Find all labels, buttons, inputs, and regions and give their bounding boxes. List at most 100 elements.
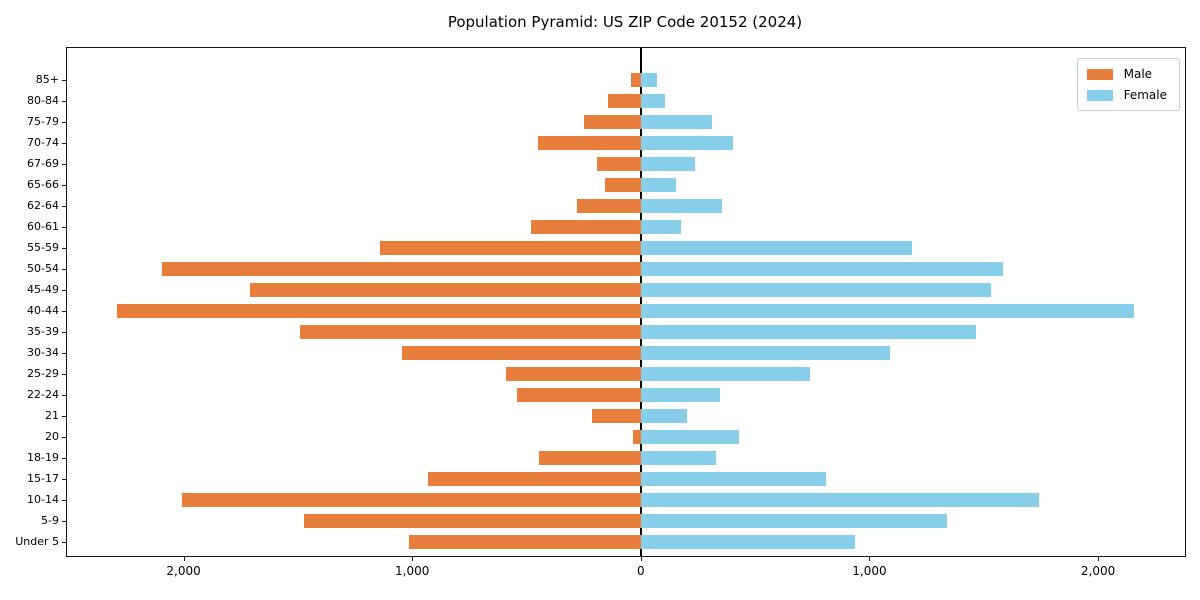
x-tick-label: 1,000 <box>395 564 430 578</box>
zero-center-line <box>639 48 642 556</box>
bar-female-60-61 <box>640 220 681 234</box>
bar-male-80-84 <box>607 94 641 108</box>
bar-female-15-17 <box>640 472 827 486</box>
y-axis-label: 55-59 <box>27 241 59 254</box>
bar-female-35-39 <box>640 325 976 339</box>
y-tick-mark <box>62 521 67 522</box>
legend-label-female: Female <box>1123 88 1167 102</box>
bar-male-21 <box>591 409 641 423</box>
x-tick-label: 2,000 <box>166 564 201 578</box>
bar-female-21 <box>640 409 687 423</box>
y-axis-label: 50-54 <box>27 262 59 275</box>
chart-title: Population Pyramid: US ZIP Code 20152 (2… <box>447 13 803 31</box>
bar-female-30-34 <box>640 346 891 360</box>
x-tick-mark <box>183 556 185 561</box>
y-tick-mark <box>62 353 67 354</box>
bar-male-67-69 <box>597 157 641 171</box>
bar-male-20 <box>632 430 641 444</box>
x-tick-label: 0 <box>637 564 645 578</box>
y-tick-mark <box>62 500 67 501</box>
x-tick-label: 2,000 <box>1080 564 1116 578</box>
y-tick-mark <box>62 332 67 333</box>
bar-female-25-29 <box>640 367 811 381</box>
male-color-swatch <box>1086 68 1113 80</box>
bar-female-55-59 <box>640 241 912 255</box>
bar-female-20 <box>640 430 740 444</box>
x-tick-mark <box>869 556 871 561</box>
y-tick-mark <box>62 227 67 228</box>
bar-male-65-66 <box>605 178 641 192</box>
y-tick-mark <box>62 416 67 417</box>
y-tick-mark <box>62 290 67 291</box>
bar-female-45-49 <box>640 283 991 297</box>
bar-female-65-66 <box>640 178 677 192</box>
bar-male-55-59 <box>380 241 641 255</box>
bar-male-50-54 <box>161 262 641 276</box>
y-axis-label: 60-61 <box>27 220 59 233</box>
y-axis-label: 80-84 <box>27 94 59 107</box>
y-axis-label: 65-66 <box>27 178 59 191</box>
bar-female-50-54 <box>640 262 1004 276</box>
y-tick-mark <box>62 542 67 543</box>
bar-male-62-64 <box>576 199 641 213</box>
bar-male-10-14 <box>182 493 641 507</box>
y-axis-label: 18-19 <box>27 451 59 464</box>
bar-female-67-69 <box>640 157 695 171</box>
x-tick-label: 1,000 <box>852 564 887 578</box>
bar-male-18-19 <box>539 451 641 465</box>
bar-male-15-17 <box>428 472 641 486</box>
y-axis-label: 5-9 <box>41 514 59 527</box>
bar-male-60-61 <box>531 220 641 234</box>
legend-item-male: Male <box>1086 67 1167 81</box>
y-tick-mark <box>62 122 67 123</box>
y-tick-mark <box>62 143 67 144</box>
y-tick-mark <box>62 80 67 81</box>
legend-item-female: Female <box>1086 88 1167 102</box>
bar-female-10-14 <box>640 493 1039 507</box>
y-tick-mark <box>62 311 67 312</box>
y-axis-label: 45-49 <box>27 283 59 296</box>
bar-male-22-24 <box>517 388 641 402</box>
y-axis-label: 85+ <box>35 73 59 86</box>
y-axis-label: 21 <box>45 409 59 422</box>
x-tick-mark <box>1098 556 1100 561</box>
legend-label-male: Male <box>1123 67 1153 81</box>
y-tick-mark <box>62 101 67 102</box>
y-tick-mark <box>62 458 67 459</box>
bar-female-85+ <box>640 73 657 87</box>
y-tick-mark <box>62 185 67 186</box>
bar-male-70-74 <box>537 136 641 150</box>
y-tick-mark <box>62 437 67 438</box>
bar-female-70-74 <box>640 136 734 150</box>
plot-area: Male Female 85+ 80-84 75-79 70-74 67-69 65-66… <box>15 47 1186 578</box>
y-axis-label: 70-74 <box>27 136 59 149</box>
y-axis-label: 35-39 <box>27 325 59 338</box>
bar-male-5-9 <box>303 514 641 528</box>
bar-female-5-9 <box>640 514 948 528</box>
y-tick-mark <box>62 164 67 165</box>
y-tick-mark <box>62 269 67 270</box>
bar-female-62-64 <box>640 199 723 213</box>
y-axis-label: 15-17 <box>27 472 59 485</box>
bar-female-under-5 <box>640 535 855 549</box>
y-tick-mark <box>62 374 67 375</box>
y-axis-label: 75-79 <box>27 115 59 128</box>
female-color-swatch <box>1086 89 1113 101</box>
bar-female-18-19 <box>640 451 717 465</box>
x-tick-mark <box>412 556 414 561</box>
x-tick-mark <box>640 556 642 561</box>
bar-male-85+ <box>630 73 641 87</box>
bar-male-75-79 <box>583 115 641 129</box>
bar-male-30-34 <box>401 346 641 360</box>
y-axis-label: 22-24 <box>27 388 59 401</box>
legend: Male Female <box>1076 58 1180 111</box>
bar-male-40-44 <box>117 304 641 318</box>
bar-male-under-5 <box>408 535 641 549</box>
y-axis-label: 62-64 <box>27 199 59 212</box>
y-axis-label: 40-44 <box>27 304 59 317</box>
y-axis-label: 67-69 <box>27 157 59 170</box>
bar-female-40-44 <box>640 304 1134 318</box>
bar-female-75-79 <box>640 115 712 129</box>
y-tick-mark <box>62 479 67 480</box>
